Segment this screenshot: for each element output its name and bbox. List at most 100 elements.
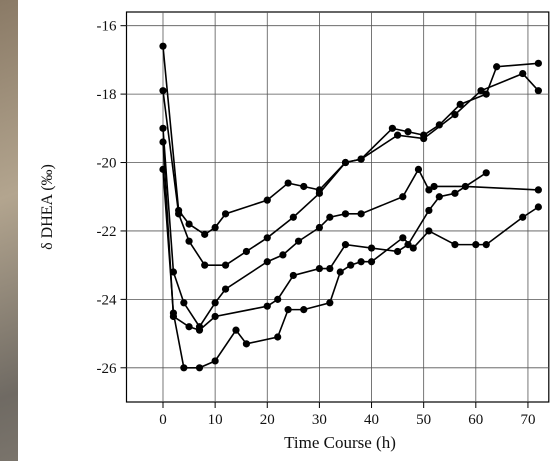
data-point [315, 264, 324, 273]
data-point [211, 357, 219, 365]
x-tick-label: 40 [364, 412, 379, 428]
data-point [534, 186, 542, 194]
data-point [430, 182, 438, 191]
data-point [201, 230, 209, 238]
data-point [242, 247, 251, 256]
data-point [242, 340, 251, 348]
y-tick-label: -20 [97, 156, 117, 172]
data-point [185, 220, 193, 228]
data-point [336, 268, 344, 276]
data-point [326, 213, 334, 221]
y-tick-label: -24 [97, 292, 117, 308]
data-point [435, 121, 443, 129]
data-point [367, 244, 376, 252]
data-point [519, 69, 527, 78]
data-point [326, 264, 334, 273]
data-point [493, 63, 501, 71]
data-point [399, 234, 407, 242]
data-point [425, 186, 433, 194]
y-tick-label: -26 [97, 361, 117, 377]
data-point [420, 134, 428, 143]
data-point [414, 165, 423, 173]
data-point [211, 223, 219, 232]
data-point [425, 206, 433, 215]
x-tick-label: 50 [416, 412, 431, 428]
y-tick-label: -18 [97, 87, 117, 103]
data-point [451, 241, 459, 249]
data-point [534, 203, 542, 211]
data-point [315, 189, 324, 197]
data-point [451, 189, 459, 197]
data-point [159, 165, 167, 173]
plot-area [125, 11, 550, 403]
data-point [294, 237, 303, 245]
data-point [284, 179, 292, 187]
data-point [534, 59, 542, 67]
data-point [482, 169, 490, 177]
data-point [451, 111, 459, 119]
data-point [315, 223, 324, 232]
data-point [404, 241, 412, 249]
data-point [195, 326, 204, 334]
data-point [404, 128, 412, 136]
data-point [221, 261, 230, 269]
data-point [201, 261, 209, 269]
data-point [425, 227, 433, 235]
data-point [180, 299, 188, 307]
data-point [211, 299, 219, 307]
data-point [519, 213, 527, 221]
data-point [300, 182, 308, 191]
data-point [357, 155, 365, 163]
data-point [289, 213, 297, 221]
data-point [175, 210, 183, 218]
data-point [367, 258, 376, 266]
data-point [221, 210, 230, 218]
data-point [341, 210, 350, 218]
data-point [482, 90, 490, 98]
data-point [289, 271, 297, 280]
x-tick-label: 20 [260, 412, 275, 428]
data-point [357, 210, 365, 218]
data-point [347, 261, 355, 269]
data-point [263, 302, 271, 310]
data-point [274, 333, 282, 341]
data-point [274, 295, 282, 303]
x-tick-label: 10 [208, 412, 223, 428]
data-point [159, 124, 167, 132]
data-point [300, 306, 308, 314]
data-point [435, 193, 443, 201]
data-point [159, 138, 167, 146]
data-point [211, 312, 219, 321]
y-axis-label: δ DHEA (‰) [39, 164, 56, 250]
data-point [195, 364, 204, 372]
data-point [326, 299, 334, 307]
data-point [159, 87, 167, 95]
data-point [388, 124, 396, 132]
data-point [180, 364, 188, 372]
y-tick-label: -22 [97, 224, 117, 240]
x-tick-label: 70 [520, 412, 535, 428]
data-point [263, 258, 271, 266]
data-point [263, 234, 271, 242]
data-point [409, 244, 417, 252]
data-point [185, 237, 193, 245]
data-point [169, 309, 178, 317]
x-tick-label: 30 [312, 412, 327, 428]
data-point [394, 131, 402, 139]
data-point [185, 323, 193, 331]
data-point [263, 196, 271, 204]
data-point [221, 285, 230, 293]
data-point [341, 158, 350, 167]
data-point [482, 241, 490, 249]
data-point [534, 87, 542, 95]
x-axis-label: Time Course (h) [284, 433, 396, 452]
data-point [341, 241, 350, 249]
data-point [159, 42, 167, 50]
data-point [357, 258, 365, 266]
data-point [472, 241, 480, 249]
data-point [456, 100, 464, 108]
data-point [284, 306, 292, 314]
data-point [394, 247, 402, 256]
